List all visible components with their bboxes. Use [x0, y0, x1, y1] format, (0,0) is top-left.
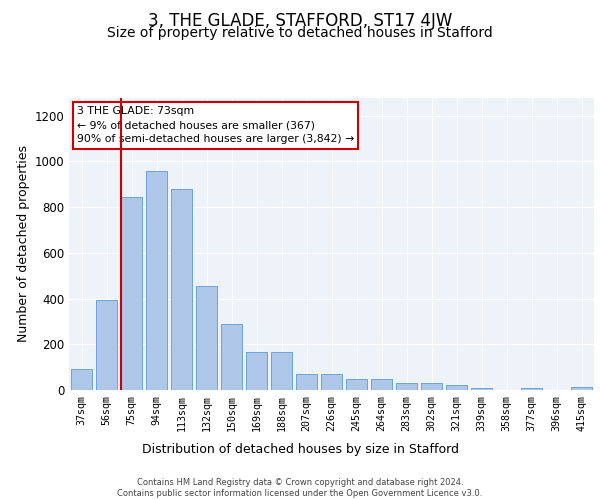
Bar [521, 388, 542, 390]
Bar [296, 374, 317, 390]
Bar [246, 352, 267, 390]
Bar [146, 170, 167, 390]
Bar [471, 388, 492, 390]
Bar [371, 378, 392, 390]
Bar [96, 300, 117, 390]
Bar [421, 383, 442, 390]
Text: Contains HM Land Registry data © Crown copyright and database right 2024.
Contai: Contains HM Land Registry data © Crown c… [118, 478, 482, 498]
Text: Size of property relative to detached houses in Stafford: Size of property relative to detached ho… [107, 26, 493, 40]
Text: Distribution of detached houses by size in Stafford: Distribution of detached houses by size … [142, 442, 458, 456]
Bar [71, 370, 92, 390]
Bar [396, 383, 417, 390]
Bar [221, 324, 242, 390]
Text: 3, THE GLADE, STAFFORD, ST17 4JW: 3, THE GLADE, STAFFORD, ST17 4JW [148, 12, 452, 30]
Bar [171, 189, 192, 390]
Bar [321, 374, 342, 390]
Bar [271, 352, 292, 390]
Y-axis label: Number of detached properties: Number of detached properties [17, 145, 30, 342]
Bar [446, 386, 467, 390]
Bar [346, 378, 367, 390]
Bar [571, 386, 592, 390]
Bar [196, 286, 217, 390]
Text: 3 THE GLADE: 73sqm
← 9% of detached houses are smaller (367)
90% of semi-detache: 3 THE GLADE: 73sqm ← 9% of detached hous… [77, 106, 354, 144]
Bar [121, 197, 142, 390]
